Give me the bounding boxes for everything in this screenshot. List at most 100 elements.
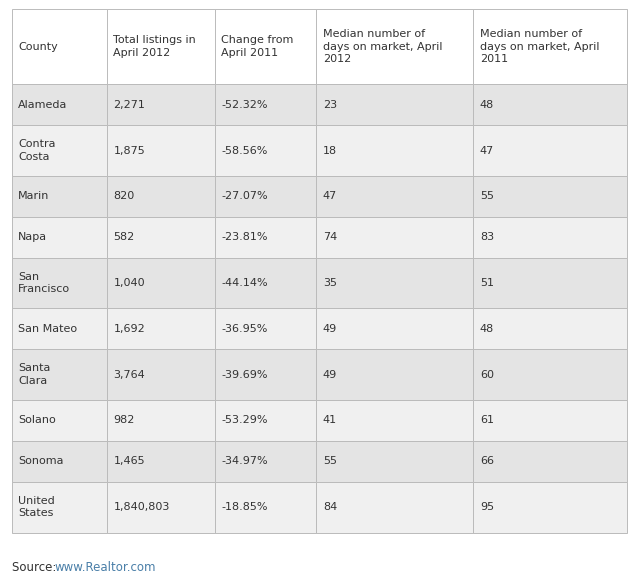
- Bar: [107, 125, 215, 176]
- Text: 18: 18: [323, 146, 337, 155]
- Text: 49: 49: [323, 370, 337, 379]
- Text: County: County: [18, 41, 58, 52]
- Text: Napa: Napa: [18, 232, 47, 242]
- Text: 47: 47: [323, 191, 337, 201]
- Bar: [316, 441, 473, 482]
- Text: 83: 83: [480, 232, 494, 242]
- Text: San Mateo: San Mateo: [18, 324, 77, 334]
- Bar: [473, 349, 627, 400]
- Bar: [12, 400, 107, 441]
- Text: -39.69%: -39.69%: [221, 370, 268, 379]
- Text: Santa
Clara: Santa Clara: [18, 364, 50, 386]
- Bar: [12, 308, 107, 349]
- Bar: [107, 441, 215, 482]
- Text: Source:: Source:: [12, 561, 59, 574]
- Bar: [316, 217, 473, 258]
- Text: -44.14%: -44.14%: [221, 278, 268, 288]
- Bar: [316, 176, 473, 217]
- Text: Alameda: Alameda: [18, 100, 67, 110]
- Text: Median number of
days on market, April
2012: Median number of days on market, April 2…: [323, 29, 442, 64]
- Bar: [316, 400, 473, 441]
- Bar: [473, 441, 627, 482]
- Text: Solano: Solano: [18, 416, 56, 425]
- Text: 1,840,803: 1,840,803: [113, 502, 170, 512]
- Bar: [12, 9, 107, 84]
- Bar: [473, 176, 627, 217]
- Text: 55: 55: [323, 456, 337, 466]
- Text: Median number of
days on market, April
2011: Median number of days on market, April 2…: [480, 29, 599, 64]
- Bar: [12, 84, 107, 125]
- Text: 66: 66: [480, 456, 494, 466]
- Text: 74: 74: [323, 232, 337, 242]
- Text: Total listings in
April 2012: Total listings in April 2012: [113, 36, 196, 58]
- Text: 61: 61: [480, 416, 494, 425]
- Bar: [12, 176, 107, 217]
- Text: www.Realtor.com: www.Realtor.com: [55, 561, 157, 574]
- Text: 84: 84: [323, 502, 337, 512]
- Text: Contra
Costa: Contra Costa: [18, 140, 56, 162]
- Bar: [316, 258, 473, 308]
- Bar: [107, 217, 215, 258]
- Text: 49: 49: [323, 324, 337, 334]
- Bar: [215, 400, 316, 441]
- Bar: [215, 84, 316, 125]
- Bar: [12, 258, 107, 308]
- Text: 51: 51: [480, 278, 494, 288]
- Bar: [215, 441, 316, 482]
- Bar: [473, 125, 627, 176]
- Text: 47: 47: [480, 146, 494, 155]
- Bar: [316, 349, 473, 400]
- Text: United
States: United States: [18, 496, 55, 518]
- Bar: [215, 258, 316, 308]
- Text: -18.85%: -18.85%: [221, 502, 268, 512]
- Bar: [473, 308, 627, 349]
- Text: Sonoma: Sonoma: [18, 456, 63, 466]
- Text: 582: 582: [113, 232, 135, 242]
- Text: -53.29%: -53.29%: [221, 416, 268, 425]
- Bar: [215, 308, 316, 349]
- Text: -36.95%: -36.95%: [221, 324, 268, 334]
- Bar: [316, 482, 473, 533]
- Bar: [316, 9, 473, 84]
- Text: San
Francisco: San Francisco: [18, 272, 70, 294]
- Text: 820: 820: [113, 191, 135, 201]
- Bar: [473, 400, 627, 441]
- Text: 1,465: 1,465: [113, 456, 145, 466]
- Bar: [473, 482, 627, 533]
- Text: -52.32%: -52.32%: [221, 100, 268, 110]
- Bar: [473, 84, 627, 125]
- Text: 60: 60: [480, 370, 494, 379]
- Text: 23: 23: [323, 100, 337, 110]
- Bar: [107, 258, 215, 308]
- Bar: [215, 9, 316, 84]
- Bar: [215, 349, 316, 400]
- Text: 95: 95: [480, 502, 494, 512]
- Bar: [316, 84, 473, 125]
- Text: 35: 35: [323, 278, 337, 288]
- Bar: [12, 349, 107, 400]
- Text: -27.07%: -27.07%: [221, 191, 268, 201]
- Text: 1,692: 1,692: [113, 324, 145, 334]
- Text: 55: 55: [480, 191, 494, 201]
- Bar: [107, 84, 215, 125]
- Bar: [107, 308, 215, 349]
- Bar: [473, 217, 627, 258]
- Bar: [12, 125, 107, 176]
- Bar: [107, 176, 215, 217]
- Bar: [12, 482, 107, 533]
- Bar: [215, 482, 316, 533]
- Bar: [107, 400, 215, 441]
- Bar: [12, 217, 107, 258]
- Text: 1,875: 1,875: [113, 146, 145, 155]
- Bar: [107, 349, 215, 400]
- Text: 2,271: 2,271: [113, 100, 145, 110]
- Bar: [215, 125, 316, 176]
- Text: Marin: Marin: [18, 191, 49, 201]
- Text: 48: 48: [480, 100, 494, 110]
- Bar: [215, 176, 316, 217]
- Text: 3,764: 3,764: [113, 370, 145, 379]
- Text: -23.81%: -23.81%: [221, 232, 268, 242]
- Text: 48: 48: [480, 324, 494, 334]
- Bar: [316, 125, 473, 176]
- Text: Change from
April 2011: Change from April 2011: [221, 36, 293, 58]
